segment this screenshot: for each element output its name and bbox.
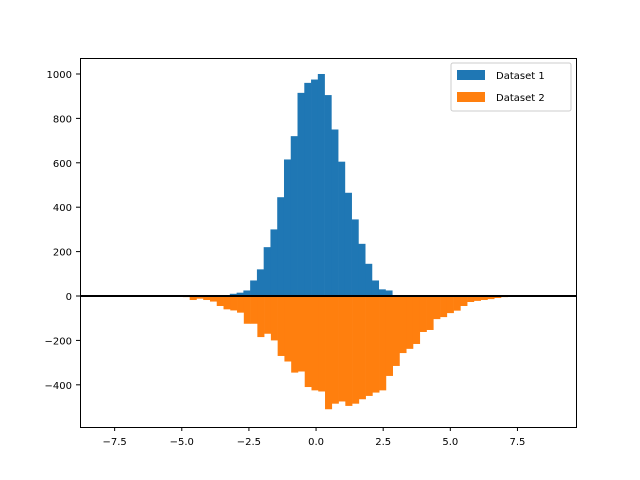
histogram-bar (223, 296, 231, 310)
x-tick-label: −2.5 (237, 437, 261, 448)
histogram-bar (487, 296, 495, 300)
histogram-bar (236, 292, 244, 297)
histogram-bar (256, 269, 264, 296)
legend: Dataset 1 Dataset 2 (450, 62, 572, 112)
histogram-bar (352, 296, 360, 404)
histogram-bar (324, 95, 332, 297)
x-tick-label: −5.0 (170, 437, 194, 448)
axes-frame (80, 58, 577, 428)
histogram-bar (284, 296, 292, 362)
histogram-bar (378, 289, 386, 297)
histogram-bar (419, 296, 427, 332)
histogram-bar (406, 296, 414, 349)
histogram-bar (311, 79, 319, 297)
histogram-bar (399, 296, 407, 354)
y-tick-label: 200 (53, 248, 72, 259)
histogram-bar (331, 296, 339, 404)
histogram-bar (263, 247, 271, 296)
histogram-bar (250, 296, 258, 324)
histogram-bar (189, 296, 197, 301)
histogram-bar (325, 296, 333, 410)
histogram-bar (277, 197, 285, 297)
histogram-bar (385, 290, 393, 297)
histogram-bar (385, 296, 393, 376)
histogram-bar (277, 296, 285, 356)
y-tick-label: −400 (45, 381, 72, 392)
histogram-bar (304, 296, 312, 388)
legend-swatch-dataset-2 (457, 92, 485, 102)
histogram-bar (372, 296, 380, 393)
histogram-bar (446, 296, 454, 314)
histogram-bar (345, 296, 353, 406)
x-tick-label: 2.5 (375, 437, 391, 448)
histogram-bar (473, 296, 481, 301)
histogram-bar (358, 296, 366, 400)
histogram-bar (467, 296, 475, 302)
histogram-bar (318, 296, 326, 392)
histogram-bar (270, 229, 278, 297)
histogram-bar (196, 296, 204, 299)
histogram-bar (209, 296, 218, 302)
histogram-bar (392, 296, 400, 366)
histogram-bar (297, 92, 305, 297)
histogram-bar (283, 159, 292, 296)
legend-swatch-dataset-1 (457, 70, 485, 80)
histogram-bar (311, 296, 319, 391)
histogram-bar (203, 296, 211, 301)
histogram-bar (433, 296, 441, 320)
histogram-bar (440, 296, 448, 318)
x-axis-ticks: −7.5 −5.0 −2.5 0.0 2.5 5.0 7.5 (102, 427, 525, 448)
y-axis-ticks: −400 −200 0 200 400 600 800 1000 (45, 70, 80, 392)
histogram-bar (365, 296, 373, 396)
dataset-1-bars (229, 73, 393, 297)
histogram-bar (243, 296, 251, 324)
histogram-bar (216, 296, 224, 306)
y-tick-label: 800 (53, 114, 72, 125)
x-tick-label: 5.0 (442, 437, 458, 448)
histogram-bar (453, 296, 461, 311)
histogram-bar (250, 280, 258, 297)
histogram-bar (290, 136, 298, 297)
histogram-bar (379, 296, 387, 391)
histogram-bar (257, 296, 265, 338)
histogram-bar (243, 290, 251, 297)
y-tick-label: 1000 (47, 70, 72, 81)
histogram-bar (297, 296, 306, 372)
dataset-2-bars (176, 296, 515, 410)
histogram-bar (304, 82, 312, 297)
histogram-bar (365, 263, 373, 296)
y-tick-label: 400 (53, 203, 72, 214)
x-tick-label: 7.5 (510, 437, 526, 448)
legend-label-dataset-2: Dataset 2 (496, 93, 545, 104)
histogram-bar (317, 73, 325, 297)
histogram-bar (351, 219, 359, 297)
y-tick-label: 0 (66, 292, 72, 303)
histogram-bar (460, 296, 468, 306)
histogram-bar (412, 296, 421, 344)
histogram-bar (371, 280, 380, 297)
histogram-bar (358, 243, 366, 297)
histogram-bar (331, 129, 339, 297)
histogram-bar (291, 296, 299, 373)
histogram-bar (344, 192, 352, 297)
histogram-bar (480, 296, 488, 301)
legend-label-dataset-1: Dataset 1 (496, 71, 545, 82)
histogram-bar (237, 296, 245, 313)
histogram-bar (270, 296, 278, 341)
histogram-bar (338, 161, 346, 296)
histogram-bar (230, 296, 238, 311)
x-tick-label: 0.0 (308, 437, 324, 448)
histogram-bar (229, 293, 237, 297)
x-tick-label: −7.5 (102, 437, 126, 448)
histogram-bar (338, 296, 346, 402)
y-tick-label: −200 (45, 336, 72, 347)
histogram-bar (426, 296, 434, 330)
histogram-bar (494, 296, 502, 299)
histogram-bar (264, 296, 272, 334)
y-tick-label: 600 (53, 159, 72, 170)
